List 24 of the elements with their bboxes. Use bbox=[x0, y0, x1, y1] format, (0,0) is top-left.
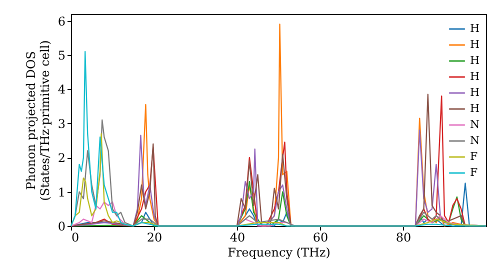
legend-label: H bbox=[470, 86, 480, 99]
y-tick-label: 2 bbox=[58, 151, 66, 166]
legend-label: N bbox=[470, 118, 480, 131]
legend-label: H bbox=[470, 70, 480, 83]
legend-label: H bbox=[470, 54, 480, 67]
legend-label: H bbox=[470, 22, 480, 35]
x-axis-title: Frequency (THz) bbox=[228, 246, 330, 260]
x-tick-label: 60 bbox=[312, 230, 328, 244]
y-tick-label: 4 bbox=[58, 82, 66, 97]
y-tick-label: 1 bbox=[58, 185, 66, 200]
legend-label: F bbox=[470, 166, 478, 179]
y-tick-label: 6 bbox=[58, 14, 66, 28]
legend-label: H bbox=[470, 102, 480, 115]
y-axis-title: Phonon projected DOS (States/THz·primitive cell) bbox=[24, 40, 52, 201]
y-tick-label: 0 bbox=[58, 220, 66, 234]
x-tick-label: 0 bbox=[72, 230, 80, 244]
legend-label: N bbox=[470, 134, 480, 147]
legend-label: F bbox=[470, 150, 478, 163]
y-tick-label: 5 bbox=[58, 48, 66, 63]
legend-label: H bbox=[470, 38, 480, 51]
x-tick-label: 20 bbox=[146, 230, 162, 244]
x-tick-label: 80 bbox=[396, 230, 412, 244]
x-tick-label: 40 bbox=[230, 230, 246, 244]
y-tick-label: 3 bbox=[58, 116, 66, 131]
